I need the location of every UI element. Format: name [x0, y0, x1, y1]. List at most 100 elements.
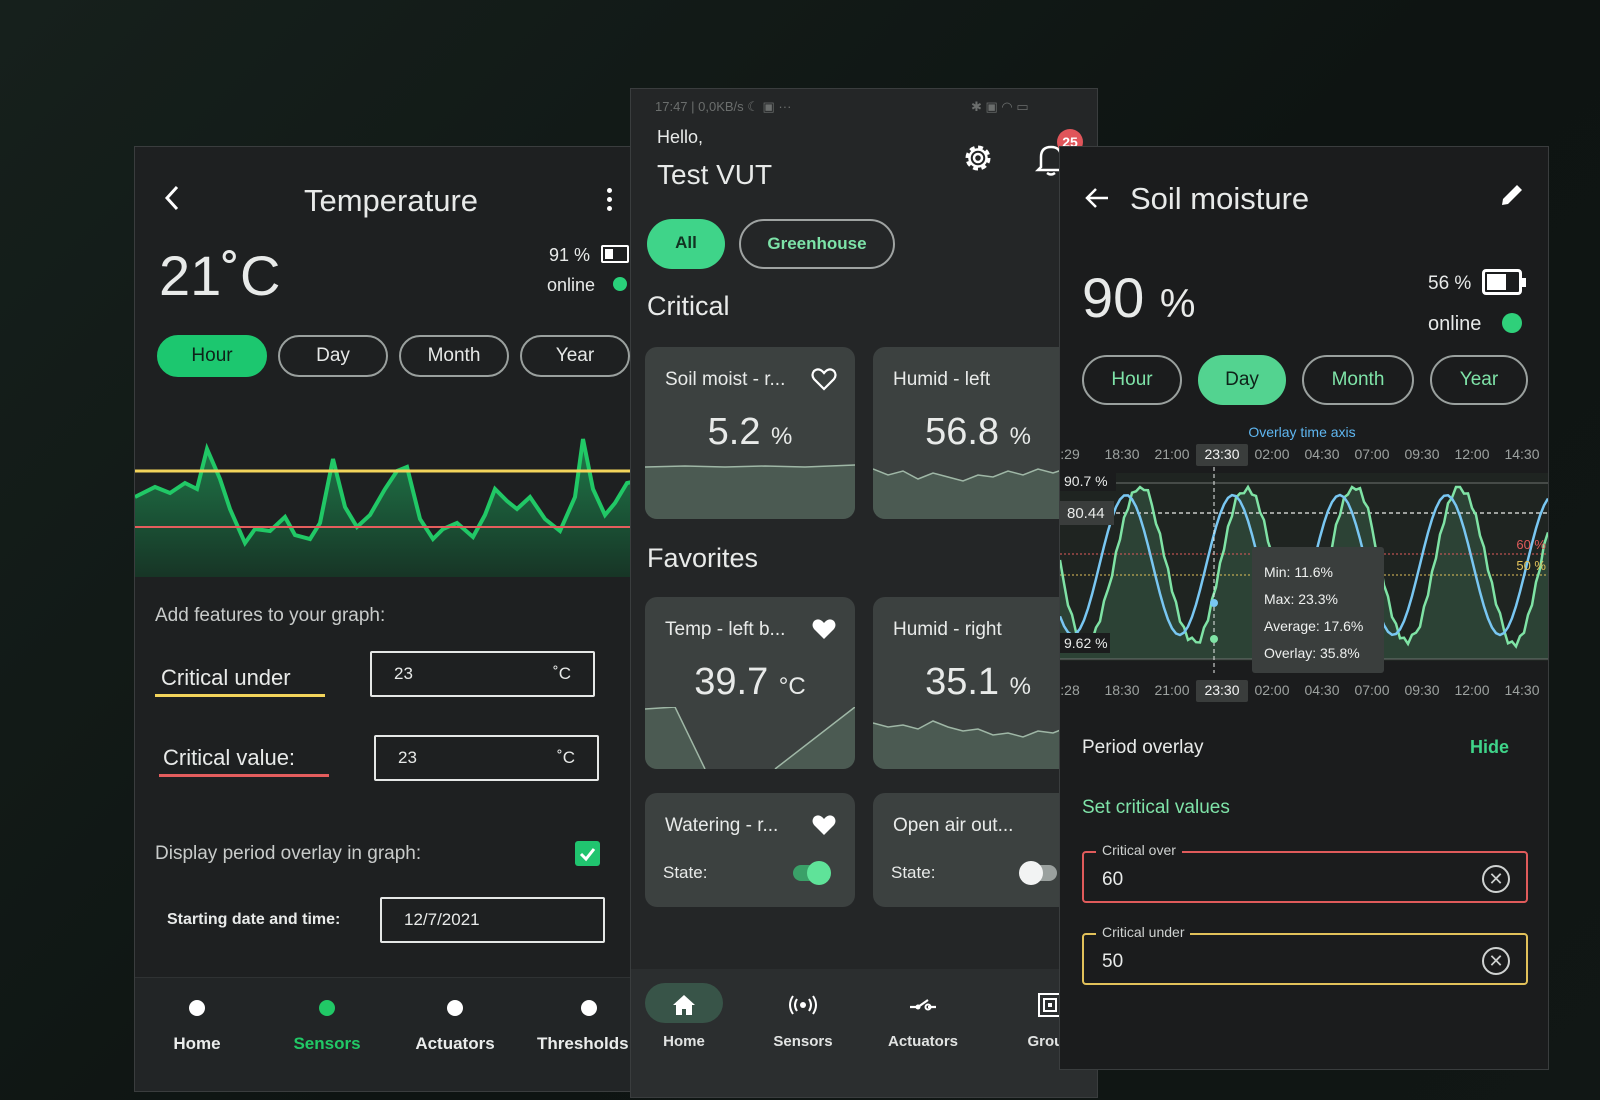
critical-under-field[interactable]: Critical under 50 ✕: [1082, 924, 1528, 985]
card-name: Temp - left b...: [665, 619, 786, 640]
sensor-card-soil[interactable]: Soil moist - r... 5.2 %: [645, 347, 855, 519]
period-day-button[interactable]: Day: [1198, 355, 1286, 405]
tooltip-avg: Average: 17.6%: [1264, 618, 1363, 634]
current-tick-highlight: [1196, 680, 1248, 702]
nav-actuators[interactable]: Actuators: [881, 991, 965, 1050]
critical-value-input[interactable]: 23 ˚C: [374, 735, 599, 781]
online-dot-icon: [613, 277, 627, 291]
actuators-dot-icon: [447, 1000, 463, 1016]
time-tick: 07:00: [1354, 446, 1389, 462]
time-tick: 12:00: [1454, 446, 1489, 462]
nav-actuators[interactable]: Actuators: [407, 1000, 503, 1054]
favorites-heading: Favorites: [647, 543, 759, 573]
critical-under-tag: 50 %: [1516, 558, 1546, 573]
back-arrow-icon[interactable]: [1084, 185, 1110, 211]
nav-sensors[interactable]: Sensors: [761, 991, 845, 1050]
filter-greenhouse-chip[interactable]: Greenhouse: [739, 219, 895, 269]
nav-actuators-label: Actuators: [887, 1033, 958, 1050]
time-tick: 07:00: [1354, 682, 1389, 698]
period-year-button[interactable]: Year: [1430, 355, 1528, 405]
card-value-number: 39.7: [694, 661, 769, 703]
period-month-button[interactable]: Month: [399, 335, 509, 377]
nav-home[interactable]: Home: [157, 1000, 237, 1054]
temperature-area: [135, 439, 645, 577]
state-label: State:: [891, 863, 936, 882]
time-tick: 09:30: [1404, 682, 1439, 698]
critical-under-value: 23: [394, 664, 413, 683]
card-value: 35.1 %: [873, 661, 1083, 704]
air-toggle[interactable]: [1019, 861, 1057, 885]
heart-outline-icon[interactable]: [811, 367, 837, 391]
card-value-number: 5.2: [707, 411, 761, 453]
nav-thresholds[interactable]: Thresholds: [537, 1000, 645, 1054]
home-icon: [673, 995, 695, 1015]
battery-icon: [1482, 269, 1526, 295]
card-value: 5.2 %: [645, 411, 855, 454]
sparkline: [645, 707, 855, 769]
online-dot-icon: [1502, 313, 1522, 333]
nav-home-label: Home: [663, 1033, 705, 1050]
clear-icon[interactable]: ✕: [1482, 865, 1510, 893]
bottom-navigation: Home Sensors Actuators Group: [631, 969, 1097, 1097]
card-value-number: 35.1: [925, 661, 1000, 703]
current-tick-highlight: [1196, 444, 1248, 466]
temperature-screen: Temperature 21˚C 91 % online Hour Day Mo…: [134, 146, 646, 1092]
critical-over-legend: Critical over: [1096, 842, 1182, 858]
tooltip-min: Min: 11.6%: [1264, 564, 1333, 580]
critical-over-field[interactable]: Critical over 60 ✕: [1082, 842, 1528, 903]
max-label: 90.7 %: [1064, 473, 1108, 489]
state-label: State:: [663, 863, 708, 882]
actuator-card-air[interactable]: Open air out... State:: [873, 793, 1083, 907]
critical-under-legend: Critical under: [1096, 924, 1191, 940]
status-bar-left: 17:47 | 0,0KB/s ☾ ▣ ···: [655, 99, 792, 114]
watering-toggle[interactable]: [793, 861, 831, 885]
overlay-checkbox[interactable]: [575, 841, 600, 866]
nav-sensors[interactable]: Sensors: [282, 1000, 372, 1054]
sensor-card-temp[interactable]: Temp - left b... 39.7 °C: [645, 597, 855, 769]
critical-over-tag: 60 %: [1516, 537, 1546, 552]
critical-under-unit: ˚C: [553, 664, 571, 683]
chart-tooltip: Min: 11.6% Max: 23.3% Average: 17.6% Ove…: [1252, 547, 1384, 673]
time-tick: 18:30: [1104, 446, 1139, 462]
heart-filled-icon[interactable]: [811, 617, 837, 641]
series-a-area: [1060, 487, 1548, 659]
soil-moisture-screen: Soil moisture 90 % 56 % online Hour Day …: [1059, 146, 1549, 1070]
period-hour-button[interactable]: Hour: [157, 335, 267, 377]
sensor-card-humid-right[interactable]: Humid - right 35.1 %: [873, 597, 1083, 769]
critical-under-label: Critical under: [161, 665, 291, 690]
card-name: Open air out...: [893, 815, 1014, 836]
critical-value-label: Critical value:: [163, 745, 296, 770]
critical-value-unit: ˚C: [557, 748, 575, 767]
temperature-chart: [135, 438, 645, 577]
time-tick: 09:30: [1404, 446, 1439, 462]
overlay-axis-label: Overlay time axis: [1248, 424, 1355, 440]
page-title: Soil moisture: [1130, 181, 1310, 216]
tooltip-max: Max: 23.3%: [1264, 591, 1338, 607]
nav-actuators-label: Actuators: [415, 1034, 495, 1053]
actuator-card-watering[interactable]: Watering - r... State:: [645, 793, 855, 907]
sensor-card-humid-left[interactable]: Humid - left 56.8 %: [873, 347, 1083, 519]
back-chevron-icon[interactable]: [161, 183, 183, 213]
start-date-value: 12/7/2021: [404, 910, 480, 929]
time-tick: 23:30: [1204, 446, 1239, 462]
period-day-button[interactable]: Day: [278, 335, 388, 377]
more-menu-icon[interactable]: [605, 185, 613, 215]
heart-filled-icon[interactable]: [811, 813, 837, 837]
critical-under-input[interactable]: 23 ˚C: [370, 651, 595, 697]
gear-icon[interactable]: [961, 141, 995, 175]
time-tick: 02:00: [1254, 682, 1289, 698]
clear-icon[interactable]: ✕: [1482, 947, 1510, 975]
start-date-input[interactable]: 12/7/2021: [380, 897, 605, 943]
edit-pencil-icon[interactable]: [1498, 181, 1526, 209]
start-date-label: Starting date and time:: [167, 911, 341, 928]
filter-all-chip[interactable]: All: [647, 219, 725, 269]
period-overlay-label: Period overlay: [1082, 737, 1204, 758]
current-temperature: 21˚C: [159, 244, 281, 307]
card-value-number: 56.8: [925, 411, 1000, 453]
hide-overlay-button[interactable]: Hide: [1470, 737, 1510, 757]
period-month-button[interactable]: Month: [1302, 355, 1414, 405]
dashboard-screen: 17:47 | 0,0KB/s ☾ ▣ ··· ✱ ▣ ◠ ▭ Hello, T…: [630, 88, 1098, 1098]
nav-home[interactable]: Home: [645, 991, 723, 1050]
period-hour-button[interactable]: Hour: [1082, 355, 1182, 405]
period-year-button[interactable]: Year: [520, 335, 630, 377]
